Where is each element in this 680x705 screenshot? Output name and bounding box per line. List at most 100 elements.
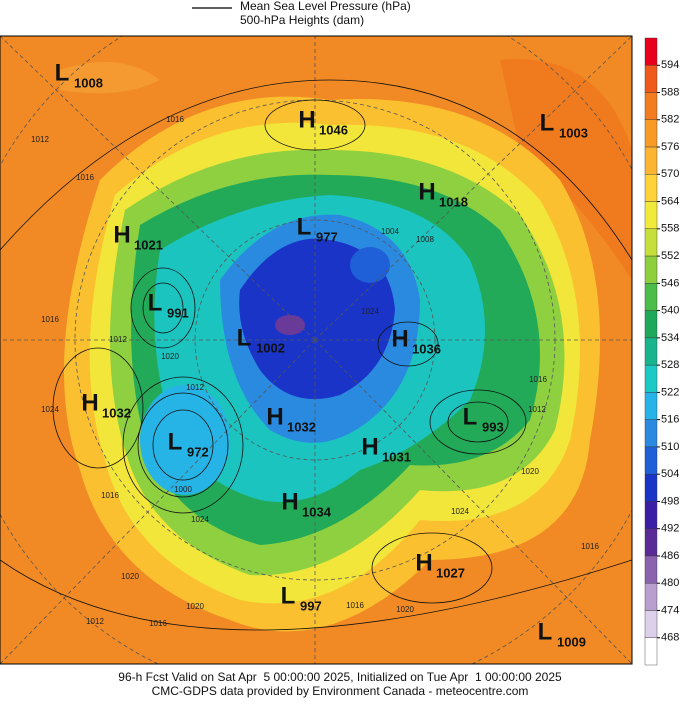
isobar-label: 1020: [186, 602, 204, 611]
pressure-center-value: 977: [316, 229, 338, 244]
colorbar-label: 510: [661, 441, 679, 453]
pressure-center-letter: H: [361, 433, 378, 460]
isobar-label: 1012: [109, 335, 127, 344]
isobar-label: 1016: [41, 315, 59, 324]
colorbar-swatch: [644, 637, 658, 666]
isobar-label: 1016: [529, 375, 547, 384]
colorbar-swatch: [644, 583, 658, 611]
isobar-label: 1016: [101, 491, 119, 500]
pressure-center-value: 997: [300, 598, 322, 613]
pressure-center-letter: H: [281, 488, 298, 515]
colorbar-label: 534: [661, 332, 679, 344]
footer-text: CMC-GDPS data provided by Environment Ca…: [152, 684, 529, 698]
isobar-label: 1020: [521, 467, 539, 476]
colorbar-swatch: [644, 146, 658, 175]
pressure-center-letter: L: [55, 59, 70, 86]
isobar-label: 1012: [186, 383, 204, 392]
colorbar-swatch: [644, 610, 658, 638]
colorbar-label: 558: [661, 223, 679, 235]
pressure-center-letter: H: [418, 178, 435, 205]
colorbar-swatch: [644, 283, 658, 311]
isobar-label: 1016: [166, 115, 184, 124]
isobar-label: 1020: [396, 605, 414, 614]
colorbar-label: 570: [661, 168, 679, 180]
pressure-center-letter: H: [391, 325, 408, 352]
pressure-center-letter: L: [168, 428, 183, 455]
colorbar-swatch: [644, 446, 658, 475]
colorbar-label: 468: [661, 632, 679, 644]
isobar-label: 1016: [346, 601, 364, 610]
isobar-label: 1016: [76, 173, 94, 182]
colorbar-swatch: [644, 337, 658, 366]
colorbar-label: 492: [661, 523, 679, 535]
colorbar-label: 546: [661, 277, 679, 289]
isobar-label: 1020: [121, 572, 139, 581]
colorbar-label: 594: [661, 59, 679, 71]
pressure-center-value: 1046: [319, 122, 348, 137]
colorbar-label: 516: [661, 414, 679, 426]
map-frame: [0, 35, 633, 665]
colorbar-swatch: [644, 555, 658, 584]
isobar-label: 1020: [161, 352, 179, 361]
colorbar-swatch: [644, 174, 658, 202]
colorbar-label: 504: [661, 468, 679, 480]
colorbar-swatch: [644, 92, 658, 120]
pressure-center-value: 1003: [559, 125, 588, 140]
pressure-center-letter: L: [463, 403, 478, 430]
isobar-label: 1024: [361, 307, 379, 316]
colorbar-swatch: [644, 392, 658, 420]
pressure-center-value: 993: [482, 419, 504, 434]
colorbar-label: 582: [661, 114, 679, 126]
isobar-label: 1012: [31, 135, 49, 144]
isobar-label: 1024: [41, 405, 59, 414]
colorbar-label: 498: [661, 495, 679, 507]
pressure-center-letter: H: [113, 221, 130, 248]
pressure-center-letter: H: [298, 106, 315, 133]
colorbar-swatch: [644, 310, 658, 339]
colorbar-label: 474: [661, 604, 679, 616]
isobar-label: 1016: [149, 619, 167, 628]
pressure-center-letter: H: [415, 549, 432, 576]
isobar-label: 1024: [451, 507, 469, 516]
pressure-center-letter: L: [281, 582, 296, 609]
colorbar-swatch: [644, 201, 658, 230]
colorbar-label: 576: [661, 141, 679, 153]
pressure-center-value: 1021: [134, 237, 163, 252]
colorbar-label: 588: [661, 86, 679, 98]
colorbar-label: 552: [661, 250, 679, 262]
colorbar-label: 540: [661, 305, 679, 317]
pressure-center-value: 1031: [382, 449, 411, 464]
colorbar-swatch: [644, 528, 658, 557]
colorbar-swatch: [644, 419, 658, 448]
pressure-center-value: 972: [187, 444, 209, 459]
colorbar-label: 528: [661, 359, 679, 371]
pressure-center-value: 1034: [302, 504, 332, 519]
colorbar-swatch: [644, 119, 658, 148]
isobar-label: 1000: [174, 485, 192, 494]
footer-text: 96-h Fcst Valid on Sat Apr 5 00:00:00 20…: [118, 670, 562, 684]
colorbar-label: 564: [661, 195, 679, 207]
colorbar-swatch: [644, 65, 658, 93]
colorbar-label: 480: [661, 577, 679, 589]
isobar-label: 1024: [191, 515, 209, 524]
colorbar-swatch: [644, 255, 658, 284]
pressure-center-value: 1032: [102, 405, 131, 420]
isobar-label: 1008: [416, 235, 434, 244]
pressure-center-letter: L: [237, 324, 252, 351]
colorbar-swatch: [644, 501, 658, 529]
colorbar-swatch: [644, 364, 658, 393]
isobar-label: 1016: [581, 542, 599, 551]
isobar-label: 1012: [86, 617, 104, 626]
pressure-center-letter: L: [540, 109, 555, 136]
colorbar-swatch: [644, 37, 658, 66]
pressure-center-value: 1002: [256, 340, 285, 355]
pressure-center-letter: H: [81, 389, 98, 416]
pressure-center-value: 991: [167, 305, 189, 320]
pressure-center-value: 1036: [412, 341, 441, 356]
legend-text: 500-hPa Heights (dam): [240, 13, 364, 27]
pressure-center-value: 1032: [287, 419, 316, 434]
pressure-center-letter: L: [297, 213, 312, 240]
pressure-center-value: 1009: [557, 634, 586, 649]
colorbar-swatch: [644, 228, 658, 257]
